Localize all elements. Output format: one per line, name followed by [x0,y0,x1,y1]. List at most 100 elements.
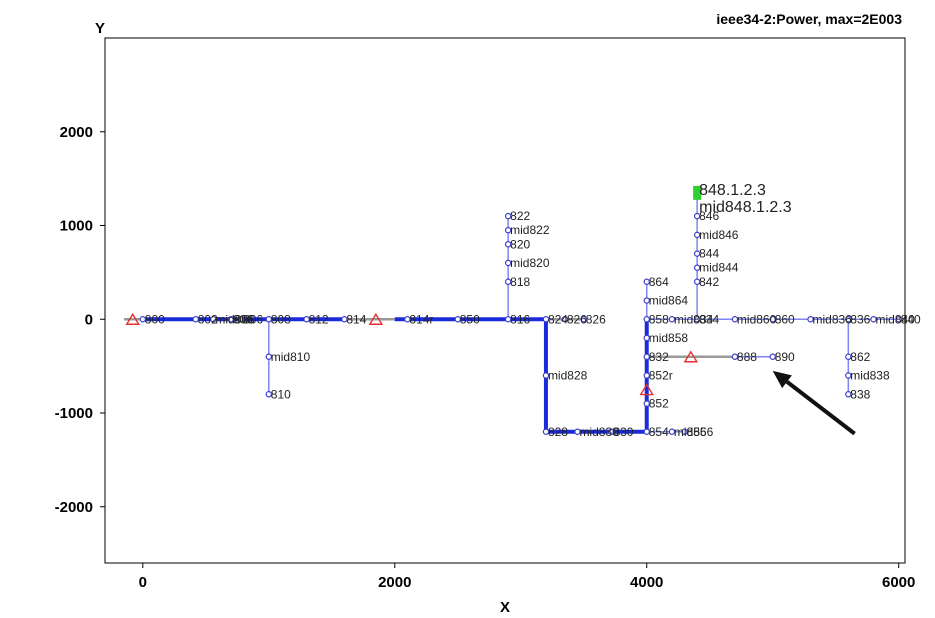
node-label: mid806 [215,312,255,326]
bus-node [769,316,776,323]
bus-node [845,372,852,379]
node-label: 820 [510,237,530,251]
node-label: 814r [409,312,433,326]
y-tick-label: 0 [85,311,93,328]
arrow-shaft [785,380,856,436]
node-label: 840 [901,312,921,326]
node-label: 836 [850,312,870,326]
bus-node [643,400,650,407]
node-label: 842 [699,275,719,289]
node-label: 862 [850,350,870,364]
x-axis-ticks: 0 2000 4000 6000 [139,563,915,591]
bus-node [303,316,310,323]
plot-area [104,37,906,564]
node-label: 854 [649,425,669,439]
bus-node [404,316,411,323]
highlight-label: 848.1.2.3 [699,182,766,199]
node-label: 800 [145,312,165,326]
network-nodes [139,185,902,435]
bus-node [643,428,650,435]
node-label: 852r [649,369,673,383]
bus-node [504,212,512,220]
bus-node [731,353,739,360]
bus-node [731,316,739,323]
node-label: mid822 [510,223,550,237]
x-tick-label: 2000 [378,574,411,591]
bus-node [504,316,512,323]
bus-node [542,372,550,379]
node-label: 812 [309,312,329,326]
bus-node [580,316,587,323]
bus-node [265,316,272,323]
bus-node [542,316,550,323]
bus-node [693,264,701,271]
node-label: mid836 [813,312,853,326]
bus-node [265,391,272,398]
bus-node [608,428,615,435]
annotation-arrow [772,370,856,436]
bus-node [643,372,650,379]
y-tick-label: 1000 [60,218,93,235]
node-label: 860 [775,312,795,326]
x-tick-label: 6000 [882,574,915,591]
node-label: mid828 [548,369,588,383]
node-label: 824 [548,312,568,326]
bus-node [574,428,581,435]
node-label: 856 [687,425,707,439]
node-label: mid834 [674,312,714,326]
bus-node [504,259,512,267]
node-label: mid838 [850,369,890,383]
y-axis-title: Y [95,20,105,37]
bus-node [192,316,199,323]
bus-node [870,316,877,323]
bus-node [504,278,512,285]
bus-node [643,353,650,360]
node-label: mid864 [649,294,689,308]
bus-node [807,316,814,323]
node-label: 838 [850,387,870,401]
bus-node [693,316,701,323]
y-tick-label: -1000 [55,405,93,422]
node-label: 826 [586,312,606,326]
regulator-markers [125,312,699,396]
bus-node [454,316,461,323]
bus-node [845,353,852,360]
bus-node [643,278,650,285]
bus-node [542,428,550,435]
bus-node [668,428,676,435]
node-label: 852 [649,397,669,411]
regulator-marker [368,312,384,325]
regulator-marker [683,350,699,363]
node-label: mid846 [699,228,739,242]
node-label: 810 [271,387,291,401]
bus-node [693,231,701,239]
node-label: 828 [548,425,568,439]
node-label: 888 [737,350,757,364]
bus-node [693,212,701,220]
node-label: mid844 [699,261,739,275]
node-label: 808 [271,312,291,326]
node-label: mid858 [649,331,689,345]
bus-node [341,316,348,323]
node-label: 830 [613,425,633,439]
node-label: 822 [510,209,530,223]
bus-node [504,226,512,234]
node-label: 826 [567,312,587,326]
node-label: 834 [699,312,719,326]
node-label: 844 [699,247,719,261]
bus-node [643,297,650,304]
highlight-label: mid848.1.2.3 [699,199,792,216]
arrow-head [772,370,792,389]
y-tick-label: 2000 [60,124,93,141]
bus-node [681,428,688,435]
node-label: 890 [775,350,795,364]
node-label: 814 [346,312,366,326]
bus-node [668,316,676,323]
node-label: 816 [510,312,530,326]
bus-node [769,353,776,360]
bus-node [210,316,217,323]
bus-node [227,316,235,323]
bus-node [504,241,512,248]
